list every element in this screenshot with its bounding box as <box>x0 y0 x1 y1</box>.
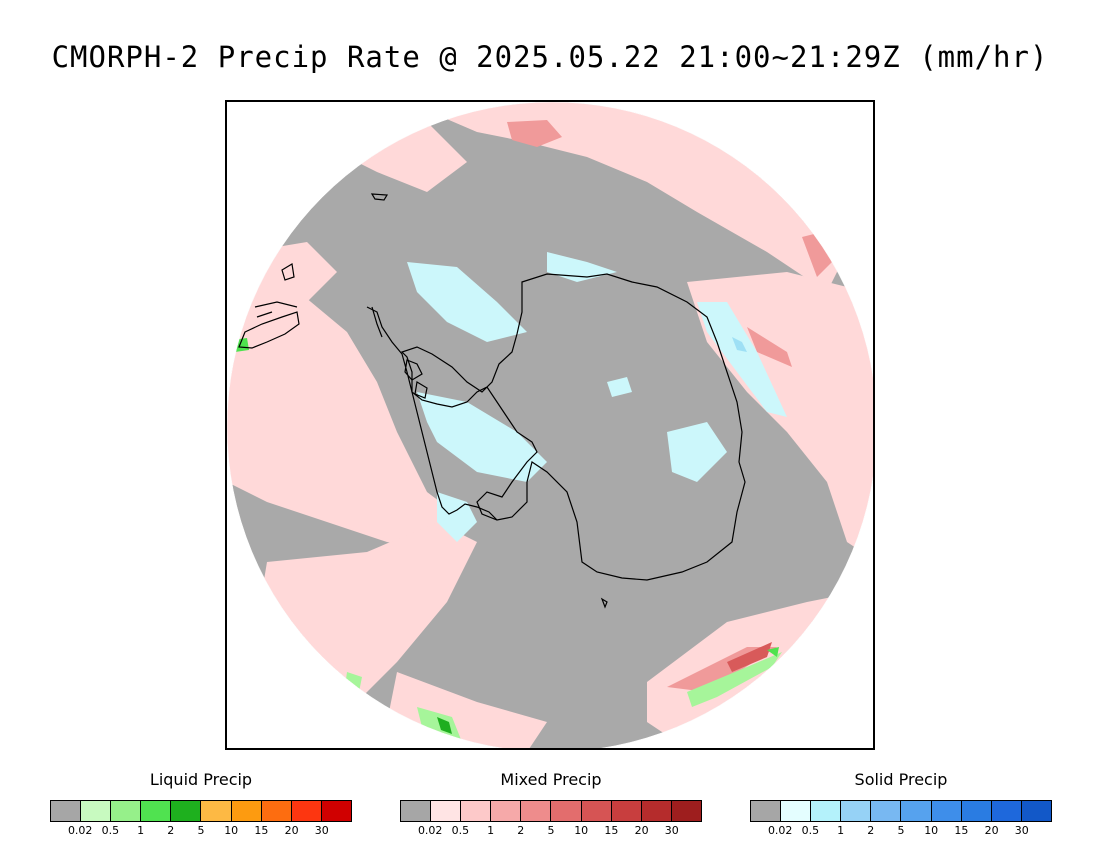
solid-region-left-coast <box>417 392 547 482</box>
legend-tick-label: 0.02 <box>67 824 93 837</box>
legend-swatches <box>750 800 1052 822</box>
island-coastline-3 <box>600 597 608 609</box>
legend-swatch <box>521 801 552 821</box>
legend-liquid: Liquid Precip 0.02 0.5 1 2 5 10 15 20 30 <box>50 770 352 837</box>
solid-region-east <box>667 422 727 482</box>
legend-swatch <box>231 801 262 821</box>
legend-swatch <box>201 801 232 821</box>
legend-swatch <box>811 801 842 821</box>
legend-tick-label: 5 <box>547 824 555 837</box>
legend-swatch <box>581 801 612 821</box>
legend-swatch <box>551 801 582 821</box>
map-frame <box>225 100 875 750</box>
legend-title: Liquid Precip <box>149 770 253 789</box>
solid-region-upper <box>547 252 617 282</box>
legend-swatch <box>261 801 292 821</box>
legend-swatch <box>491 801 522 821</box>
legend-swatch <box>1021 801 1051 821</box>
solid-precip-regions <box>407 252 787 542</box>
mixed-heavy-top <box>507 120 562 147</box>
legend-tick-label: 2 <box>167 824 175 837</box>
legend-title: Mixed Precip <box>500 770 602 789</box>
legend-title: Solid Precip <box>854 770 948 789</box>
legend-mixed: Mixed Precip 0.02 0.5 1 2 5 10 15 20 30 <box>400 770 702 837</box>
solid-region-interior <box>607 377 632 397</box>
legend-swatch <box>461 801 492 821</box>
legend-tick-label: 5 <box>197 824 205 837</box>
legend-tick-label: 10 <box>574 824 589 837</box>
legend-tick-label: 1 <box>137 824 145 837</box>
legend-swatches <box>50 800 352 822</box>
island-coastline-2 <box>281 263 295 281</box>
legend-tick-label: 20 <box>984 824 999 837</box>
solid-region-upper-left <box>407 262 527 342</box>
polar-precip-map <box>227 102 873 748</box>
coastlines <box>238 193 746 609</box>
solid-blue-patch <box>732 337 747 352</box>
legend-swatch <box>751 801 782 821</box>
liquid-patch-bottom-left-dark <box>437 717 452 734</box>
legend-tick-label: 15 <box>604 824 619 837</box>
legend-ticks: 0.02 0.5 1 2 5 10 15 20 30 <box>50 822 352 837</box>
liquid-patch-bottom-right-2 <box>767 647 779 657</box>
legend-tick-label: 10 <box>924 824 939 837</box>
legend-tick-label: 0.5 <box>101 824 120 837</box>
legend-tick-label: 30 <box>664 824 679 837</box>
legend-swatch <box>291 801 322 821</box>
legend-swatch <box>641 801 672 821</box>
legend-swatches <box>400 800 702 822</box>
mixed-heavy-right-mid <box>747 327 792 367</box>
legend-swatch <box>321 801 351 821</box>
legend-solid: Solid Precip 0.02 0.5 1 2 5 10 15 20 30 <box>750 770 1052 837</box>
legend-swatch <box>871 801 902 821</box>
map-title: CMORPH-2 Precip Rate @ 2025.05.22 21:00~… <box>51 40 1049 74</box>
legend-swatch <box>671 801 701 821</box>
liquid-patch-bottom-right <box>687 652 782 707</box>
legend-swatch <box>401 801 432 821</box>
solid-region-right <box>697 302 787 417</box>
legend-swatch <box>51 801 82 821</box>
legend-swatch <box>431 801 462 821</box>
legend-swatch <box>901 801 932 821</box>
legend-tick-label: 2 <box>867 824 875 837</box>
legend-tick-label: 0.02 <box>417 824 443 837</box>
legend-swatch <box>781 801 812 821</box>
legend-tick-label: 1 <box>487 824 495 837</box>
south-america-coastline <box>238 301 300 349</box>
legend-swatch <box>141 801 172 821</box>
legend-tick-label: 15 <box>254 824 269 837</box>
legend-swatch <box>841 801 872 821</box>
liquid-patch-left <box>232 338 249 352</box>
legend-tick-label: 30 <box>314 824 329 837</box>
legend-tick-label: 15 <box>954 824 969 837</box>
legend-tick-label: 20 <box>284 824 299 837</box>
legend-swatch <box>611 801 642 821</box>
mixed-heavy-bottom <box>727 642 772 672</box>
legend-tick-label: 0.02 <box>767 824 793 837</box>
legend-tick-label: 5 <box>897 824 905 837</box>
antarctic-peninsula-coastline <box>366 306 498 521</box>
legend-swatch <box>991 801 1022 821</box>
legend-swatch <box>171 801 202 821</box>
legend-swatch <box>931 801 962 821</box>
legend-swatch <box>81 801 112 821</box>
island-coastline-1 <box>370 193 389 201</box>
legend-swatch <box>111 801 142 821</box>
mixed-region-left <box>227 282 467 552</box>
legend-tick-label: 30 <box>1014 824 1029 837</box>
legend-swatch <box>961 801 992 821</box>
legend-ticks: 0.02 0.5 1 2 5 10 15 20 30 <box>400 822 702 837</box>
legend-tick-label: 2 <box>517 824 525 837</box>
legend-ticks: 0.02 0.5 1 2 5 10 15 20 30 <box>750 822 1052 837</box>
legend-tick-label: 10 <box>224 824 239 837</box>
legend-tick-label: 1 <box>837 824 845 837</box>
legend-tick-label: 20 <box>634 824 649 837</box>
legend-tick-label: 0.5 <box>801 824 820 837</box>
legend-tick-label: 0.5 <box>451 824 470 837</box>
